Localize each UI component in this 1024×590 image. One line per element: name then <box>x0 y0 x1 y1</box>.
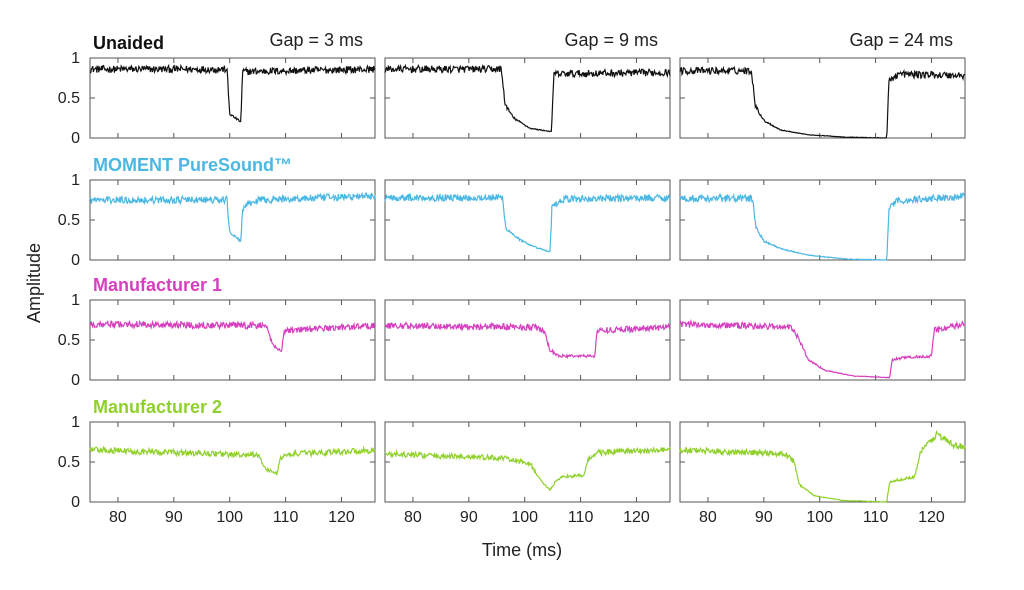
y-tick-label: 0.5 <box>58 454 80 471</box>
x-tick-label: 100 <box>511 509 538 526</box>
panel-frame-r3-c1 <box>384 421 671 503</box>
series-line-r2-c2 <box>679 318 966 379</box>
series-line-r1-c0 <box>89 191 376 243</box>
panel-frame-r1-c1 <box>384 179 671 261</box>
y-axis-title: Amplitude <box>24 243 44 323</box>
y-tick-label: 1 <box>71 50 80 67</box>
row-title-3: Manufacturer 2 <box>93 397 222 417</box>
series-line-r0-c1 <box>384 63 671 133</box>
x-tick-label: 110 <box>273 509 299 526</box>
x-tick-label: 120 <box>623 509 650 526</box>
y-tick-label: 1 <box>71 292 80 309</box>
series-line-r2-c1 <box>384 321 671 359</box>
panel-frame-r2-c0 <box>89 299 376 381</box>
row-title-0: Unaided <box>93 33 164 53</box>
x-tick-label: 100 <box>216 509 243 526</box>
panel-frame-r2-c1 <box>384 299 671 381</box>
x-tick-label: 90 <box>755 509 773 526</box>
x-tick-label: 120 <box>328 509 355 526</box>
x-tick-label: 90 <box>165 509 183 526</box>
series-line-r3-c0 <box>89 445 376 476</box>
y-tick-label: 1 <box>71 414 80 431</box>
y-tick-label: 0 <box>71 252 80 269</box>
x-tick-label: 80 <box>404 509 422 526</box>
gap-label-0: Gap = 3 ms <box>269 30 363 50</box>
row-title-1: MOMENT PureSound™ <box>93 155 292 175</box>
x-tick-label: 80 <box>699 509 717 526</box>
gap-label-2: Gap = 24 ms <box>849 30 953 50</box>
series-line-r3-c1 <box>384 445 671 492</box>
x-tick-label: 80 <box>109 509 127 526</box>
x-tick-label: 110 <box>568 509 594 526</box>
series-line-r0-c0 <box>90 63 376 123</box>
panel-frame-r3-c2 <box>679 421 966 503</box>
y-tick-label: 1 <box>71 172 80 189</box>
y-tick-label: 0.5 <box>58 332 80 349</box>
y-tick-label: 0 <box>71 372 80 389</box>
panel-frame-r3-c0 <box>89 421 376 503</box>
panel-frame-r2-c2 <box>679 299 966 381</box>
panel-frame-r1-c0 <box>89 179 376 261</box>
series-line-r2-c0 <box>89 319 376 352</box>
x-tick-label: 110 <box>863 509 889 526</box>
y-tick-label: 0.5 <box>58 90 80 107</box>
gap-label-1: Gap = 9 ms <box>564 30 658 50</box>
panel-frame-r1-c2 <box>679 179 966 261</box>
y-tick-label: 0 <box>71 130 80 147</box>
x-tick-label: 100 <box>806 509 833 526</box>
y-tick-label: 0 <box>71 494 80 511</box>
series-line-r3-c2 <box>679 429 966 503</box>
y-tick-label: 0.5 <box>58 212 80 229</box>
x-tick-label: 120 <box>918 509 945 526</box>
row-title-2: Manufacturer 1 <box>93 275 222 295</box>
x-tick-label: 90 <box>460 509 478 526</box>
x-axis-title: Time (ms) <box>482 540 562 560</box>
series-line-r0-c2 <box>679 65 966 139</box>
series-line-r1-c1 <box>384 192 671 253</box>
series-line-r1-c2 <box>679 192 966 261</box>
